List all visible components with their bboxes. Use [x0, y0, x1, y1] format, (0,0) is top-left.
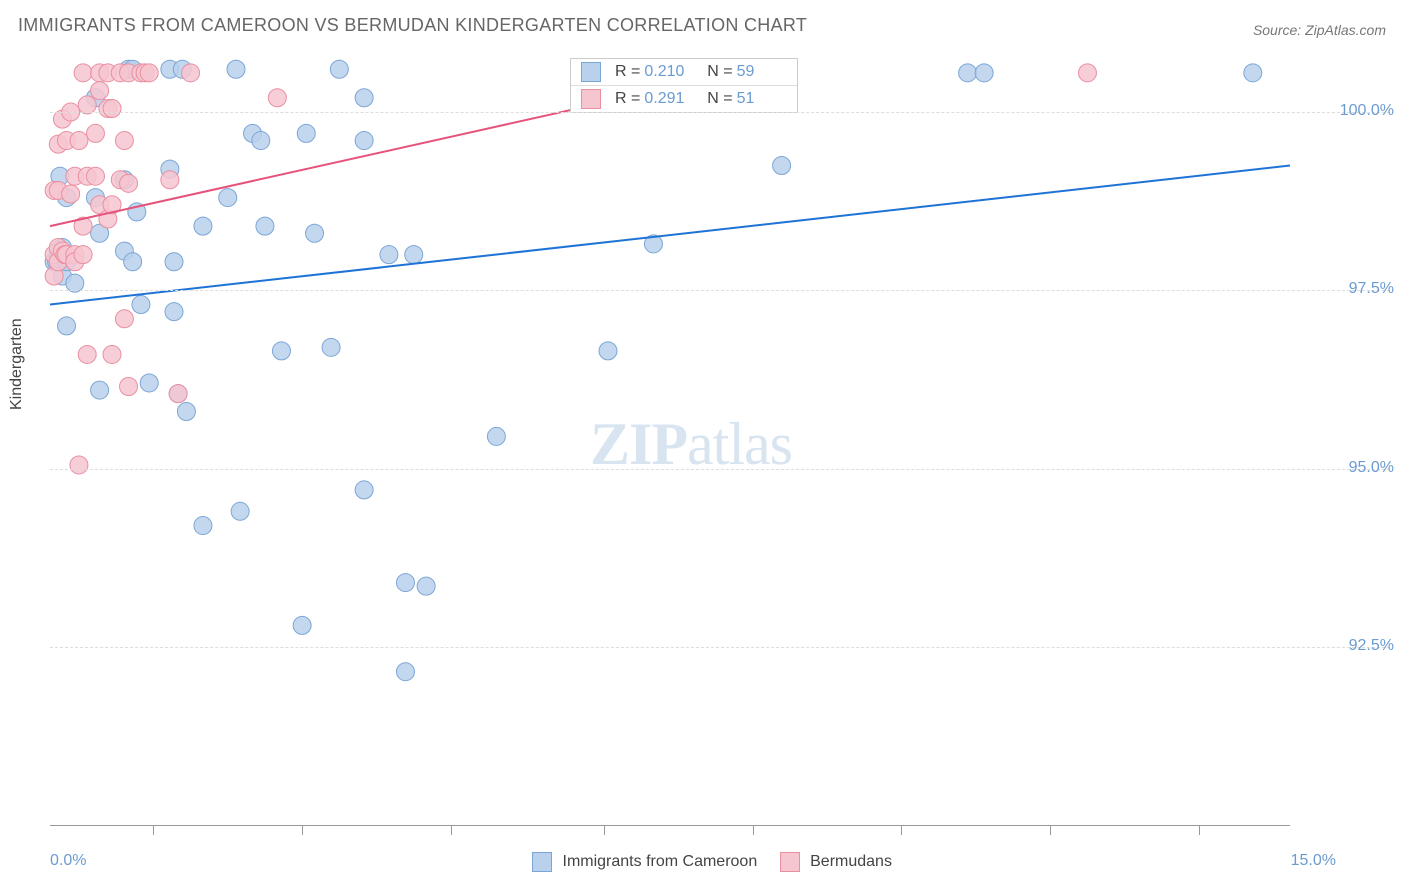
scatter-point	[227, 60, 245, 78]
legend-label: Bermudans	[810, 853, 892, 870]
correlation-legend-row: R = 0.291 N = 51	[571, 85, 797, 112]
scatter-point	[330, 60, 348, 78]
y-tick-label: 97.5%	[1349, 280, 1394, 298]
grid-line	[50, 112, 1390, 113]
trend-line	[50, 166, 1290, 305]
scatter-point	[78, 345, 96, 363]
scatter-point	[773, 157, 791, 175]
x-tick	[1199, 825, 1200, 835]
scatter-point	[70, 132, 88, 150]
scatter-point	[194, 217, 212, 235]
scatter-point	[103, 345, 121, 363]
x-tick	[451, 825, 452, 835]
scatter-point	[62, 185, 80, 203]
scatter-point	[1078, 64, 1096, 82]
correlation-legend: R = 0.210 N = 59 R = 0.291 N = 51	[570, 58, 798, 113]
x-axis-min-label: 0.0%	[50, 852, 86, 870]
scatter-point	[91, 381, 109, 399]
legend-swatch-icon	[780, 852, 800, 872]
scatter-point	[120, 378, 138, 396]
x-tick	[753, 825, 754, 835]
scatter-point	[115, 132, 133, 150]
scatter-point	[396, 574, 414, 592]
scatter-point	[268, 89, 286, 107]
scatter-point	[219, 189, 237, 207]
scatter-point	[86, 167, 104, 185]
scatter-point	[182, 64, 200, 82]
legend-swatch-icon	[581, 62, 601, 82]
legend-label: Immigrants from Cameroon	[563, 853, 758, 870]
scatter-point	[355, 132, 373, 150]
x-tick	[604, 825, 605, 835]
scatter-point	[120, 174, 138, 192]
scatter-point	[417, 577, 435, 595]
grid-line	[50, 290, 1390, 291]
scatter-point	[161, 171, 179, 189]
scatter-point	[355, 481, 373, 499]
r-value: 0.291	[644, 90, 694, 108]
scatter-point	[355, 89, 373, 107]
scatter-point	[272, 342, 290, 360]
grid-line	[50, 469, 1390, 470]
legend-swatch-icon	[581, 89, 601, 109]
scatter-point	[165, 253, 183, 271]
scatter-point	[1244, 64, 1262, 82]
y-axis-label: Kindergarten	[8, 318, 26, 410]
x-tick	[302, 825, 303, 835]
legend-swatch-icon	[532, 852, 552, 872]
scatter-point	[58, 317, 76, 335]
chart-title: IMMIGRANTS FROM CAMEROON VS BERMUDAN KIN…	[18, 15, 807, 36]
scatter-point	[103, 99, 121, 117]
x-tick	[153, 825, 154, 835]
scatter-point	[405, 246, 423, 264]
y-tick-label: 95.0%	[1349, 459, 1394, 477]
scatter-point	[231, 502, 249, 520]
scatter-point	[70, 456, 88, 474]
scatter-point	[115, 310, 133, 328]
scatter-point	[165, 303, 183, 321]
grid-line	[50, 647, 1390, 648]
r-value: 0.210	[644, 63, 694, 81]
series-legend: Immigrants from Cameroon Bermudans	[0, 852, 1406, 872]
scatter-point	[124, 253, 142, 271]
x-axis-max-label: 15.0%	[1291, 852, 1336, 870]
scatter-point	[169, 385, 187, 403]
scatter-point	[86, 124, 104, 142]
scatter-point	[599, 342, 617, 360]
scatter-point	[293, 616, 311, 634]
scatter-point	[74, 64, 92, 82]
scatter-point	[487, 427, 505, 445]
scatter-point	[91, 82, 109, 100]
n-value: 51	[737, 90, 787, 108]
scatter-point	[140, 374, 158, 392]
x-tick	[1050, 825, 1051, 835]
scatter-point	[322, 338, 340, 356]
chart-container: IMMIGRANTS FROM CAMEROON VS BERMUDAN KIN…	[0, 0, 1406, 892]
y-tick-label: 92.5%	[1349, 637, 1394, 655]
scatter-point	[256, 217, 274, 235]
scatter-point	[306, 224, 324, 242]
n-value: 59	[737, 63, 787, 81]
scatter-point	[396, 663, 414, 681]
source-label: Source: ZipAtlas.com	[1253, 22, 1386, 38]
x-tick	[901, 825, 902, 835]
correlation-legend-row: R = 0.210 N = 59	[571, 59, 797, 85]
scatter-point	[975, 64, 993, 82]
scatter-point	[252, 132, 270, 150]
chart-svg	[50, 55, 1290, 825]
scatter-point	[194, 517, 212, 535]
scatter-point	[380, 246, 398, 264]
scatter-point	[177, 402, 195, 420]
y-tick-label: 100.0%	[1340, 102, 1394, 120]
scatter-point	[132, 296, 150, 314]
scatter-point	[297, 124, 315, 142]
scatter-point	[140, 64, 158, 82]
scatter-point	[959, 64, 977, 82]
scatter-point	[74, 246, 92, 264]
